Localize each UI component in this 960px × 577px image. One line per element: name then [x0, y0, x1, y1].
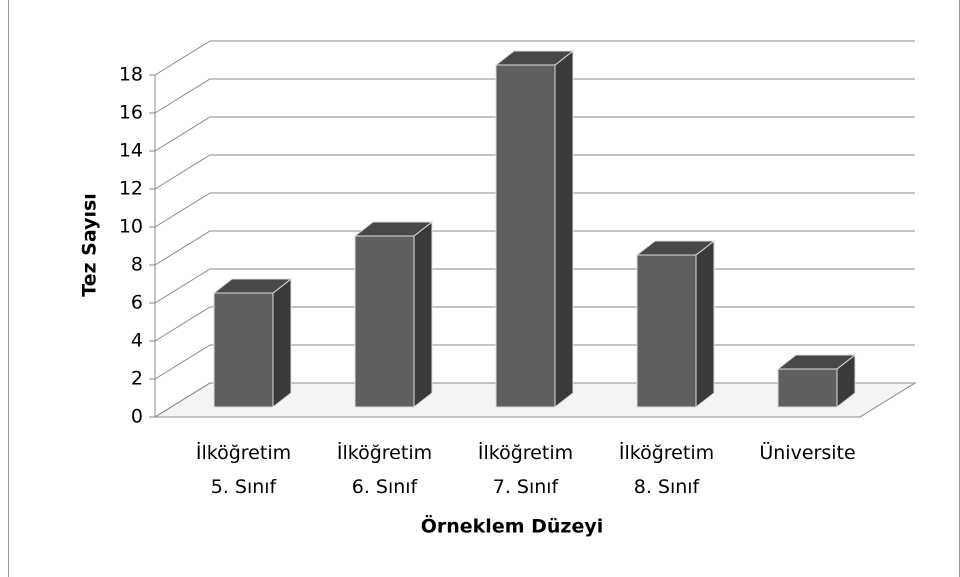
y-tick-label: 10 — [119, 216, 143, 238]
y-tick-label: 14 — [119, 140, 143, 162]
grid-line — [154, 230, 915, 266]
y-tick-label: 2 — [131, 368, 143, 390]
grid-line — [154, 78, 915, 114]
y-axis-title: Tez Sayısı — [79, 193, 101, 297]
grid-line — [154, 154, 915, 190]
y-tick-label: 16 — [119, 102, 143, 124]
x-tick-label: İlköğretim 6. Sınıf — [336, 442, 433, 498]
grid-line — [154, 40, 915, 76]
x-axis-title: Örneklem Düzeyi — [421, 514, 604, 538]
bar — [495, 64, 556, 408]
bar-side — [272, 277, 292, 409]
bar-side — [413, 220, 433, 409]
bar — [354, 235, 415, 408]
y-tick-label: 0 — [131, 406, 143, 428]
x-tick-label: İlköğretim 5. Sınıf — [195, 442, 292, 498]
bar-side — [695, 239, 715, 409]
bar — [636, 254, 697, 408]
grid-line — [154, 192, 915, 228]
x-tick-label: Üniversite — [759, 442, 856, 464]
y-tick-label: 8 — [131, 254, 143, 276]
x-tick-label: İlköğretim 8. Sınıf — [618, 442, 715, 498]
grid-line — [154, 116, 915, 152]
y-tick-label: 6 — [131, 292, 143, 314]
y-tick-label: 4 — [131, 330, 143, 352]
y-tick-label: 12 — [119, 178, 143, 200]
x-tick-label: İlköğretim 7. Sınıf — [477, 442, 574, 498]
bar — [213, 292, 274, 408]
bar-side — [554, 49, 574, 409]
y-tick-label: 18 — [119, 64, 143, 86]
bar — [777, 368, 838, 408]
